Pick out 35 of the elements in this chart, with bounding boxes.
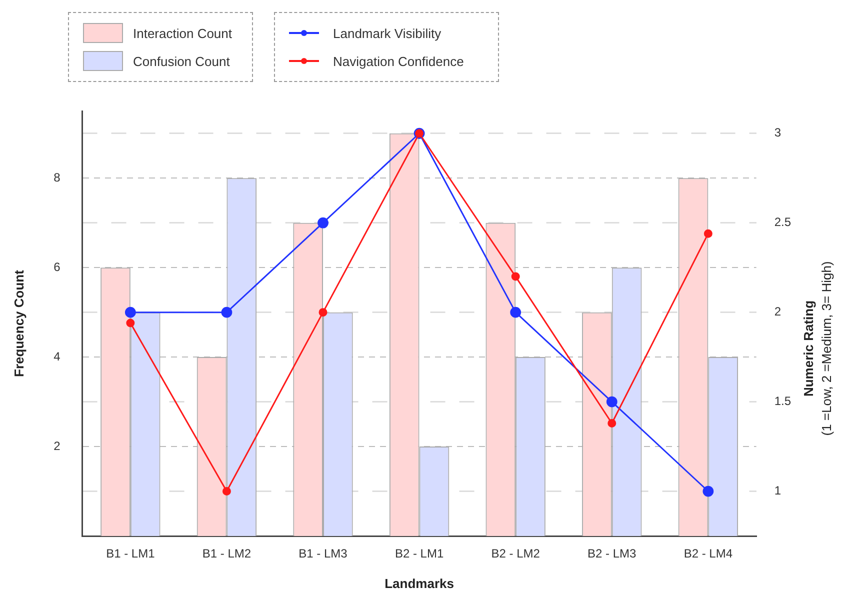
point — [318, 217, 328, 228]
point — [702, 486, 714, 497]
y-tick-label: 4 — [54, 349, 61, 364]
x-tick-label: B2 - LM4 — [684, 546, 733, 561]
x-axis-title: Landmarks — [384, 576, 454, 591]
y2-tick-label: 1.5 — [774, 394, 792, 408]
x-tick-label: B1 - LM3 — [298, 546, 348, 561]
y2-tick-label: 2 — [774, 304, 782, 319]
y2-tick-label: 2.5 — [774, 215, 792, 230]
y2-axis-title: Numeric Rating (1 =Low, 2 =Medium, 3= High) — [801, 261, 834, 436]
legend-label: Confusion Count — [133, 54, 230, 68]
y2-tick-label: 1 — [774, 484, 782, 498]
y-tick-label: 2 — [54, 438, 61, 453]
point — [608, 419, 616, 428]
y2-tick-label: 3 — [774, 126, 782, 140]
point — [510, 306, 522, 318]
x-tick-label: B2 - LM3 — [588, 546, 637, 561]
x-tick-label: B2 - LM1 — [394, 546, 444, 561]
y-tick-label: 6 — [54, 260, 61, 274]
point — [126, 318, 135, 328]
point — [318, 308, 328, 317]
point — [704, 229, 712, 238]
legend-label: Navigation Confidence — [333, 54, 464, 68]
point — [221, 306, 232, 318]
point — [511, 272, 520, 281]
x-tick-label: B1 - LM2 — [202, 546, 252, 561]
point — [606, 396, 618, 408]
legend-label: Landmark Visibility — [333, 26, 442, 40]
y-tick-label: 8 — [54, 170, 61, 184]
x-tick-label: B2 - LM2 — [491, 546, 540, 561]
point — [222, 487, 231, 496]
point — [124, 306, 136, 318]
y-axis-title: Frequency Count — [11, 269, 26, 377]
x-tick-label: B1 - LM1 — [106, 546, 156, 561]
legend-label: Interaction Count — [133, 26, 232, 40]
